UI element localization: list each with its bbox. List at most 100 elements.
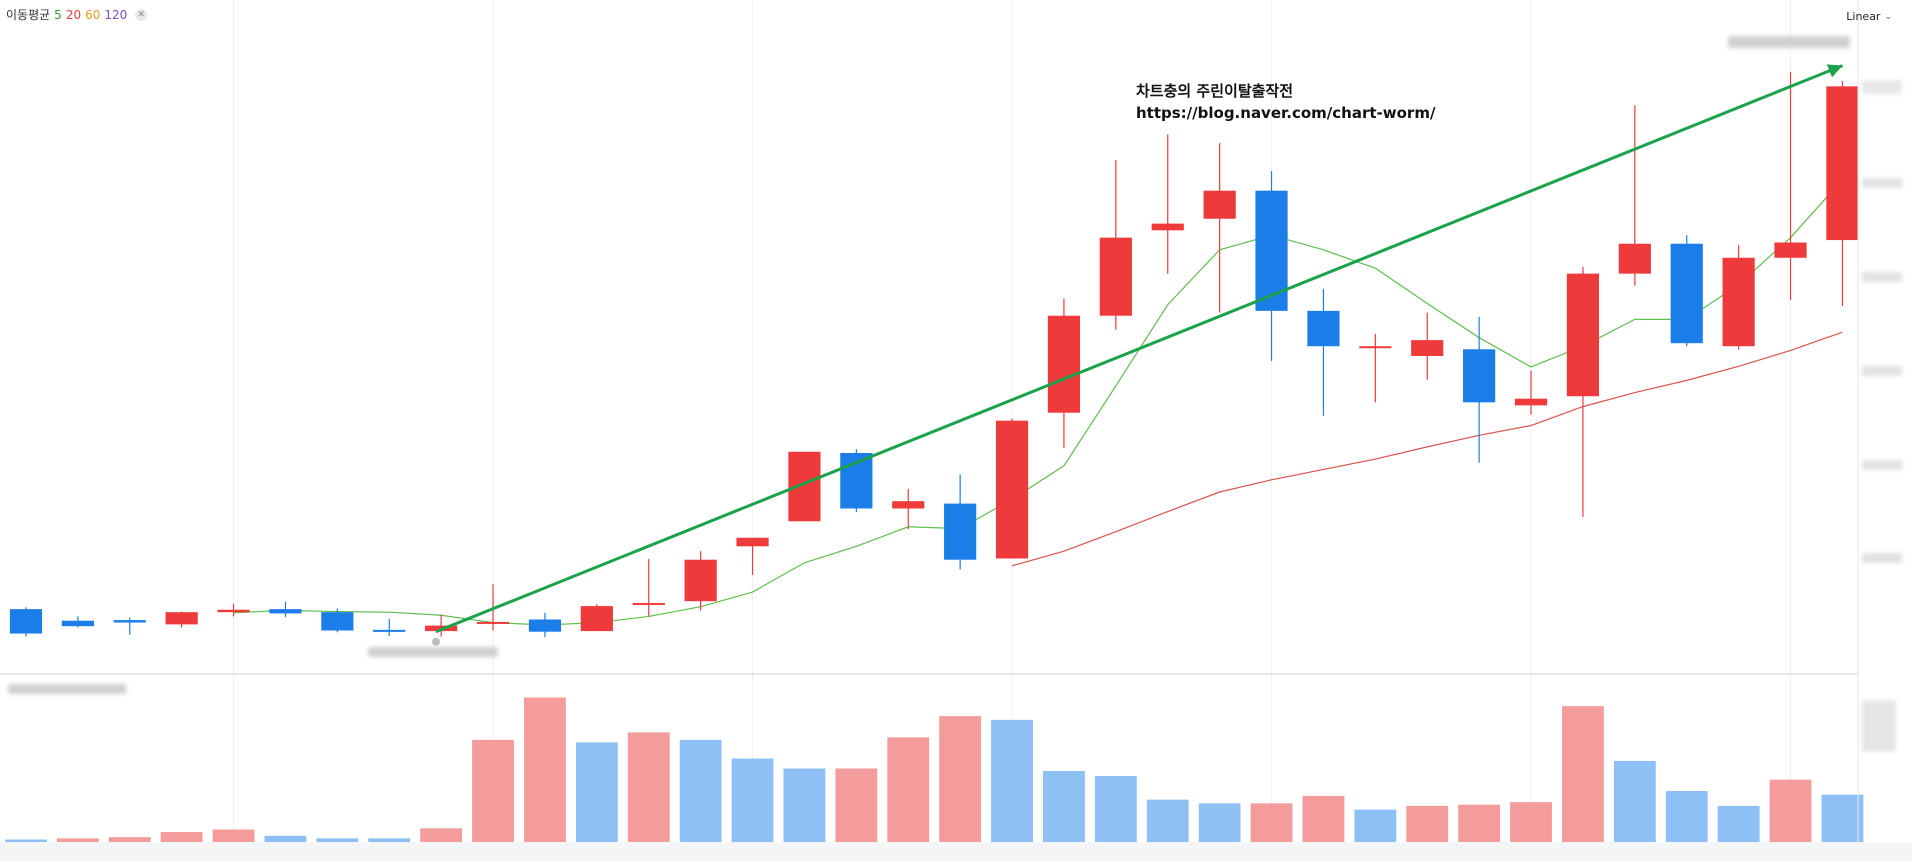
candle-body (892, 501, 925, 509)
volume-bar (212, 829, 255, 842)
redacted-scale-label (1862, 178, 1902, 188)
candle (1307, 288, 1340, 416)
redacted-scale-label (1862, 553, 1902, 563)
volume-bar (524, 697, 566, 842)
ma-legend-label: 이동평균 (6, 8, 51, 22)
volume-bar (835, 768, 878, 842)
volume-bar (1250, 803, 1293, 842)
redacted-price-tag (1728, 36, 1850, 48)
volume-bar (368, 838, 411, 842)
candle (632, 559, 665, 617)
candle-body (1463, 349, 1496, 403)
candle (995, 418, 1029, 559)
time-scale-band (0, 842, 1912, 861)
candle-body (1722, 257, 1755, 347)
candle-body (9, 609, 43, 634)
volume-bar (160, 832, 203, 842)
trend-line (435, 64, 1843, 634)
candle-body (1203, 190, 1236, 219)
volume-bar (1094, 775, 1137, 842)
volume-bar (783, 768, 826, 842)
redacted-low-tag (368, 647, 498, 657)
candle (1566, 266, 1600, 518)
volume-bar (56, 838, 99, 842)
volume-bar (108, 837, 151, 842)
redacted-volume-label (8, 684, 126, 694)
candle-body (736, 537, 769, 547)
volume-bars (5, 697, 1864, 842)
annotation-url: https://blog.naver.com/chart-worm/ (1136, 104, 1436, 122)
candle-body (580, 606, 613, 632)
candle (9, 607, 43, 637)
candles (9, 71, 1859, 638)
candle (61, 616, 94, 628)
watermark-annotation: 차트충의 주린이탈출작전 https://blog.naver.com/char… (1136, 80, 1435, 124)
candle-body (1670, 243, 1703, 344)
volume-bar (1406, 805, 1449, 842)
candle-body (217, 609, 250, 613)
volume-bar (1198, 803, 1241, 842)
volume-bar (1665, 790, 1708, 842)
candle-body (1514, 398, 1548, 406)
candle-body (1774, 242, 1807, 258)
volume-bar (939, 716, 982, 842)
candle-body (684, 559, 717, 602)
ma60-label: 60 (85, 7, 101, 22)
candle-body (1099, 237, 1132, 316)
volume-bar (575, 742, 618, 842)
annotation-title: 차트충의 주린이탈출작전 (1136, 82, 1294, 100)
redacted-volume-scale (1862, 700, 1896, 752)
candle-body (632, 603, 665, 606)
candle (373, 618, 406, 636)
candle (1826, 80, 1859, 306)
volume-bar (991, 719, 1033, 842)
volume-bar (264, 835, 307, 842)
candle-body (113, 620, 146, 623)
redacted-scale-label (1862, 80, 1902, 94)
candle (1047, 298, 1081, 449)
candle-body (944, 503, 977, 560)
redacted-scale-label (1862, 272, 1902, 282)
volume-bar (627, 732, 670, 842)
ma20-label: 20 (65, 7, 82, 22)
volume-bar (679, 739, 722, 842)
candle (1203, 143, 1236, 313)
candle (269, 601, 302, 618)
candle-body (1151, 223, 1184, 231)
candle (684, 551, 717, 611)
ma120-line (1011, 331, 1843, 567)
candle-body (995, 420, 1029, 559)
candle-body (1359, 346, 1392, 349)
candle-body (321, 612, 354, 631)
volume-bar (887, 737, 930, 842)
volume-bar (1146, 799, 1189, 842)
candle (580, 604, 613, 632)
volume-bar (1043, 770, 1085, 842)
redacted-scale-label (1862, 460, 1902, 470)
scale-mode-select[interactable]: Linear ⌄ (1846, 10, 1892, 23)
candle-body (1307, 310, 1340, 347)
volume-bar (1717, 805, 1760, 842)
candle-body (1411, 340, 1444, 356)
trend-anchor-dot (431, 637, 440, 646)
candle-body (528, 619, 562, 632)
candle-body (1047, 315, 1081, 413)
close-icon[interactable]: ✕ (135, 8, 148, 21)
candle (1463, 316, 1496, 463)
candle-body (1826, 86, 1859, 241)
candle-body (61, 620, 94, 627)
ma120-label: 120 (104, 7, 128, 22)
candle (165, 611, 198, 628)
candle (1099, 160, 1132, 330)
candle (1722, 244, 1755, 350)
grid-lines (233, 0, 1792, 842)
volume-bar (731, 758, 774, 842)
volume-bar (1354, 809, 1397, 842)
candle (1359, 334, 1392, 403)
candle (217, 603, 250, 617)
candle-body (476, 621, 510, 624)
trend-arrow (431, 64, 1843, 646)
redacted-scale-label (1862, 366, 1902, 376)
volume-bar (1562, 706, 1604, 842)
